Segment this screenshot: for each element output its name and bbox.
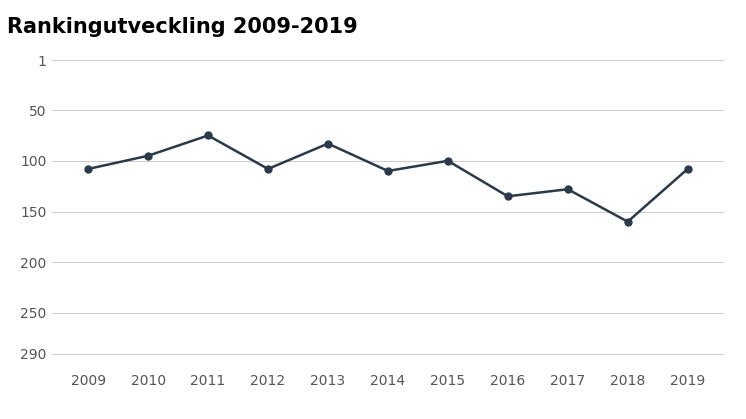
Text: Rankingutveckling 2009-2019: Rankingutveckling 2009-2019 (7, 17, 358, 37)
